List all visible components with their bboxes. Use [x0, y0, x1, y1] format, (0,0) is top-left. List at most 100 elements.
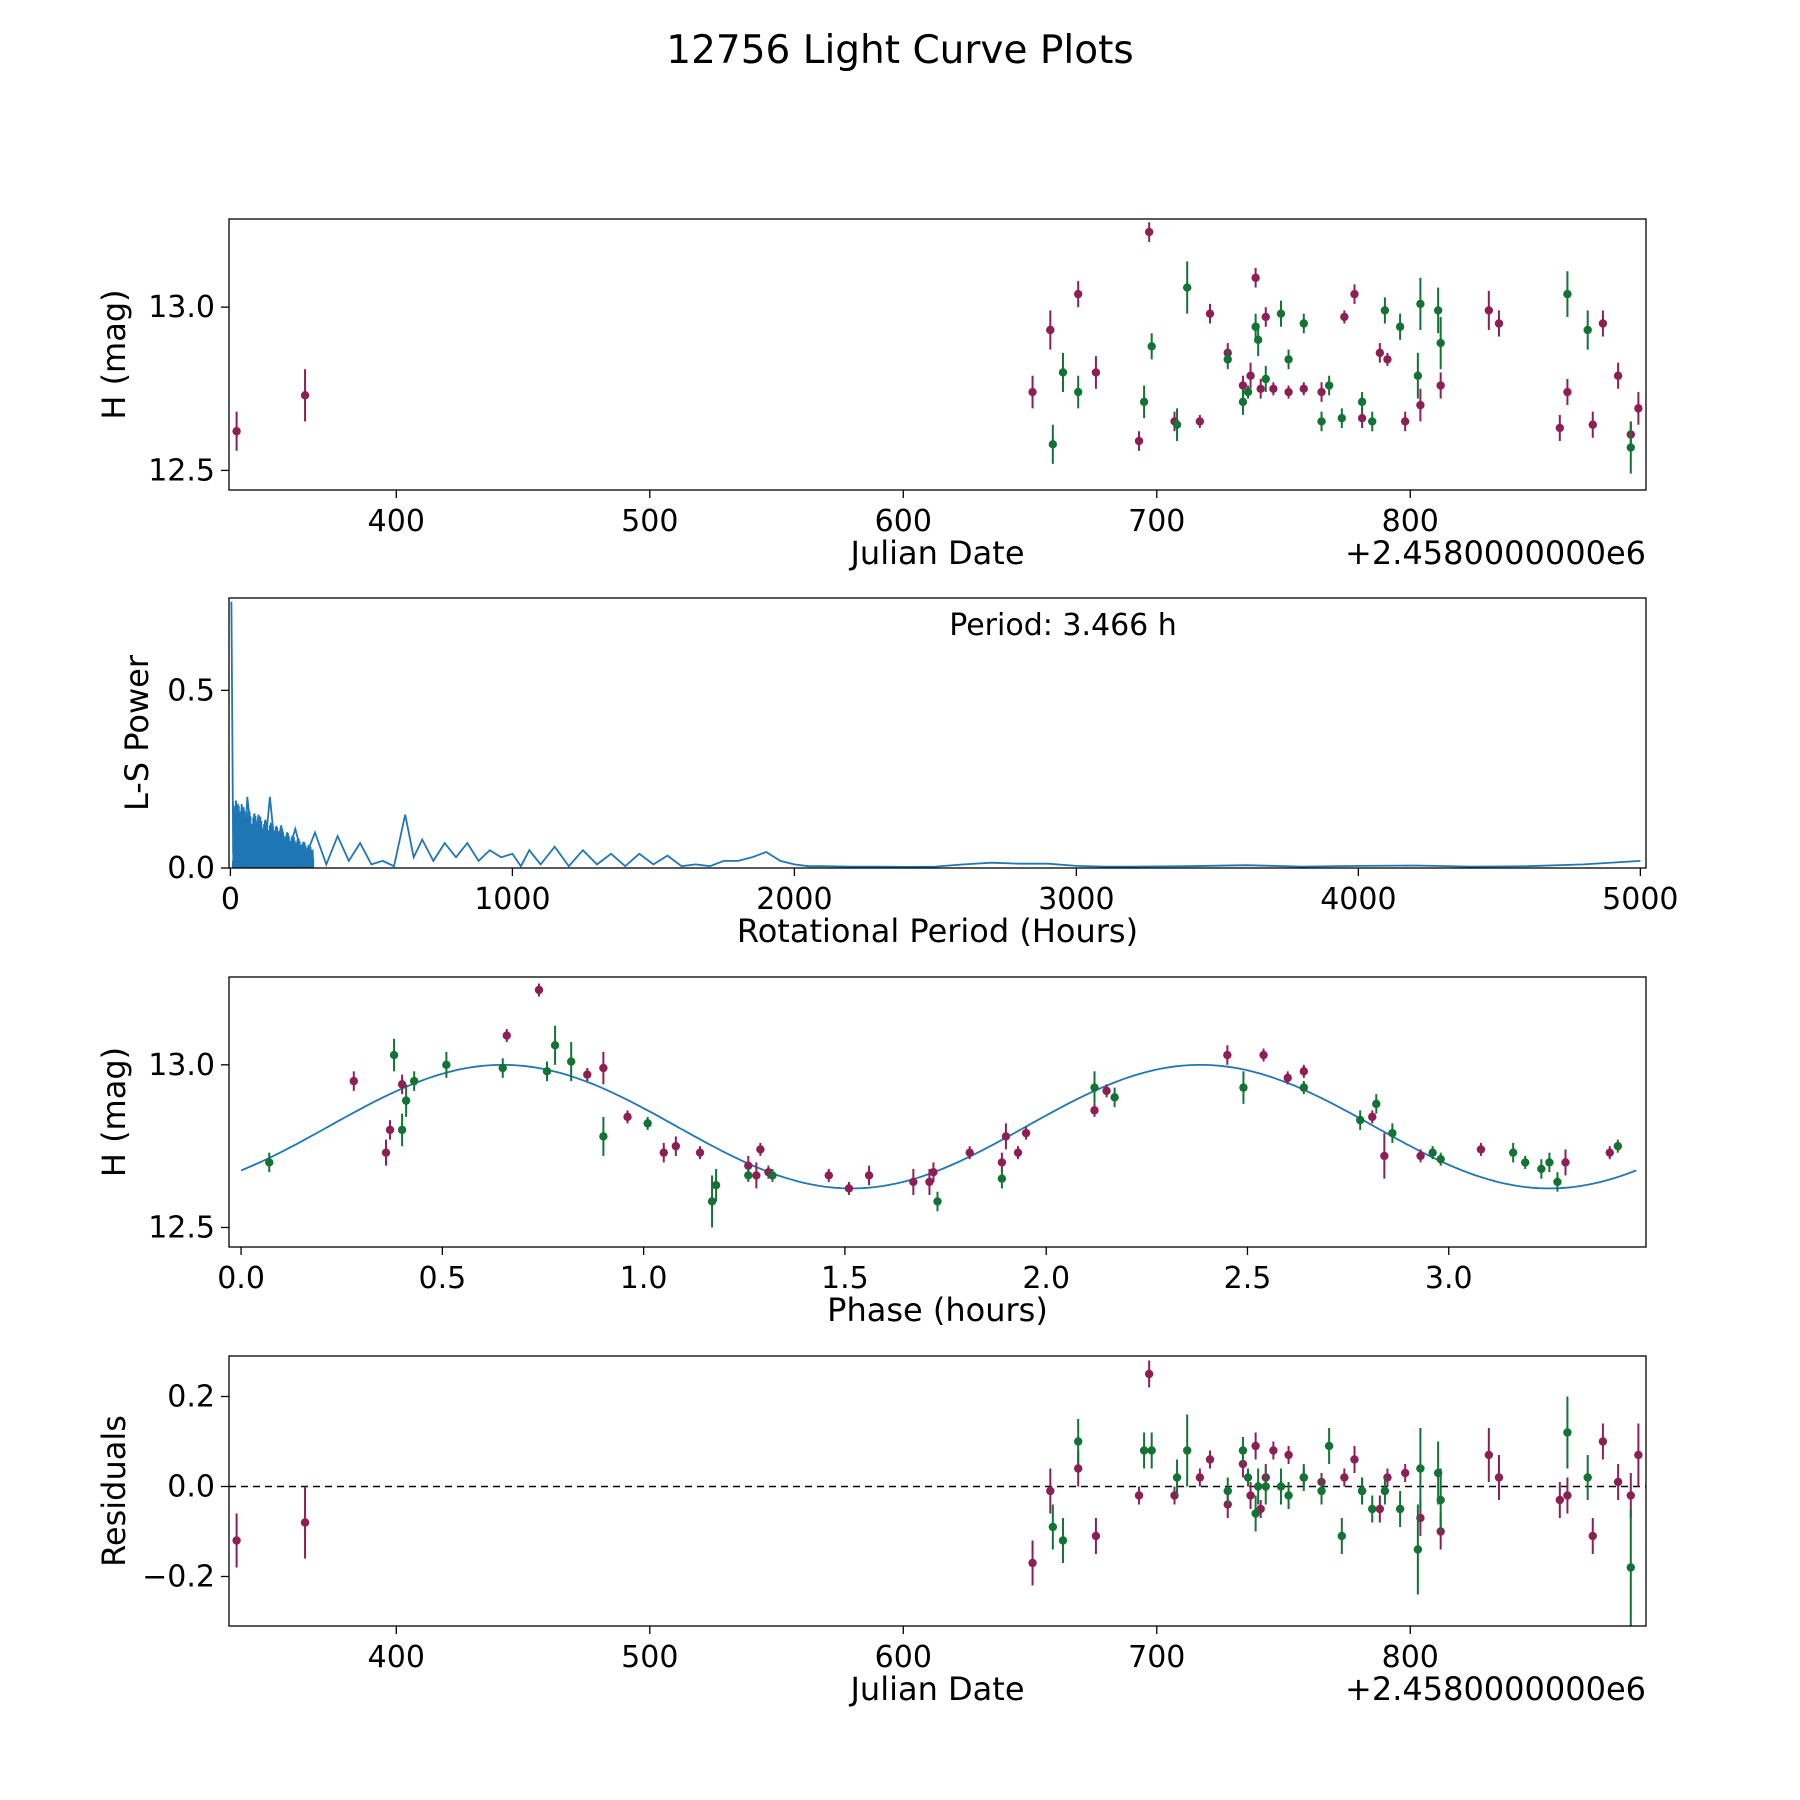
residuals-plot-area	[229, 1360, 1646, 1626]
residuals-point-g	[1337, 1531, 1347, 1541]
lightcurve-point-r	[1613, 371, 1623, 380]
residuals-ytick-label: 0.0	[167, 1470, 215, 1505]
lightcurve-point-r	[1144, 227, 1154, 237]
residuals-point-g	[1563, 1428, 1572, 1437]
figure-title: 12756 Light Curve Plots	[666, 28, 1134, 73]
residuals-point-r	[1634, 1450, 1643, 1460]
residuals-point-r	[1134, 1491, 1144, 1500]
lightcurve-point-g	[1058, 368, 1068, 377]
periodogram-xtick-label: 0	[221, 882, 240, 917]
residuals-point-r	[1028, 1558, 1037, 1568]
phased-point-r	[1380, 1151, 1389, 1161]
lightcurve-point-r	[1598, 319, 1608, 328]
phased-point-r	[909, 1177, 918, 1187]
phased-point-r	[965, 1148, 974, 1157]
periodogram-ylabel: L-S Power	[118, 654, 156, 811]
phased-point-r	[671, 1141, 681, 1151]
residuals-point-g	[1276, 1482, 1286, 1491]
lightcurve-point-r	[1350, 289, 1359, 299]
phased-point-g	[401, 1096, 411, 1105]
lightcurve-point-g	[1139, 397, 1149, 407]
lightcurve-xtick-label: 800	[1382, 504, 1439, 539]
phased-xtick-label: 0.0	[217, 1261, 265, 1296]
residuals-point-r	[1484, 1450, 1494, 1460]
lightcurve-point-r	[1091, 368, 1101, 377]
lightcurve-panel: 400 500 600 700 800 12.5 13.0 Julian Date H (mag…	[95, 218, 1647, 572]
phased-point-r	[1416, 1151, 1425, 1161]
phased-point-g	[933, 1197, 942, 1206]
lightcurve-point-r	[1383, 355, 1392, 364]
lightcurve-xtick-label: 600	[875, 504, 932, 539]
lightcurve-point-r	[1634, 404, 1643, 413]
periodogram-period-annotation: Period: 3.466 h	[949, 608, 1177, 643]
lightcurve-point-g	[1337, 413, 1347, 423]
residuals-point-r	[1494, 1473, 1504, 1482]
residuals-xtick-label: 800	[1382, 1640, 1439, 1675]
residuals-point-g	[1048, 1522, 1058, 1532]
periodogram-panel: 0 1000 2000 3000 4000 5000 0.0 0.5 Rotational Pe…	[118, 597, 1679, 950]
phased-xtick-label: 0.5	[418, 1261, 466, 1296]
lightcurve-ylabel: H (mag)	[95, 289, 133, 419]
lightcurve-point-r	[1205, 309, 1215, 318]
phased-point-g	[409, 1076, 419, 1086]
phased-point-r	[1368, 1112, 1377, 1122]
phased-xtick-label: 2.5	[1224, 1261, 1272, 1296]
periodogram-xtick-label: 1000	[474, 882, 550, 917]
phased-point-g	[599, 1132, 608, 1141]
residuals-point-r	[1626, 1491, 1635, 1500]
lightcurve-point-r	[1436, 381, 1445, 390]
lightcurve-point-r	[1563, 387, 1572, 397]
lightcurve-point-g	[1357, 397, 1367, 407]
residuals-point-g	[1416, 1464, 1425, 1473]
lightcurve-xtick-label: 500	[621, 504, 678, 539]
phased-point-r	[1001, 1132, 1011, 1141]
lightcurve-ytick-label: 12.5	[148, 453, 215, 488]
residuals-point-r	[1205, 1455, 1215, 1464]
residuals-point-r	[1613, 1477, 1623, 1487]
residuals-point-g	[1395, 1504, 1405, 1514]
lightcurve-point-g	[1147, 342, 1156, 351]
lightcurve-point-r	[1046, 325, 1055, 335]
residuals-point-g	[1251, 1509, 1260, 1518]
phased-frame	[228, 976, 1647, 1248]
lightcurve-point-g	[1284, 355, 1293, 364]
phased-point-r	[864, 1171, 874, 1180]
lightcurve-xlabel: Julian Date	[848, 534, 1024, 572]
lightcurve-point-r	[1073, 289, 1083, 299]
residuals-point-r	[1375, 1504, 1385, 1514]
lightcurve-point-r	[1238, 381, 1248, 390]
lightcurve-xtick-label: 400	[368, 504, 425, 539]
lightcurve-xtick-label: 700	[1128, 504, 1185, 539]
phased-point-r	[659, 1148, 668, 1157]
residuals-point-g	[1284, 1491, 1293, 1500]
phased-xtick-label: 2.0	[1022, 1261, 1070, 1296]
phased-point-r	[1021, 1128, 1031, 1138]
periodogram-series-line	[230, 601, 1641, 868]
residuals-ytick-label: −0.2	[142, 1560, 215, 1595]
lightcurve-point-g	[1253, 335, 1263, 345]
lightcurve-point-r	[300, 391, 310, 400]
phased-point-r	[397, 1080, 407, 1089]
residuals-point-r	[1246, 1491, 1255, 1500]
phased-point-g	[711, 1180, 721, 1190]
periodogram-xtick-label: 3000	[1038, 882, 1114, 917]
lightcurve-point-r	[1134, 436, 1144, 446]
residuals-panel: 400 500 600 700 800 −0.2 0.0 0.2 Julian Date Resi…	[95, 1355, 1647, 1708]
phased-point-g	[265, 1158, 274, 1167]
periodogram-plot-area	[230, 601, 1641, 868]
phased-panel: 0.0 0.5 1.0 1.5 2.0 2.5 3.0 12.5 13.0 Phase (hour…	[95, 976, 1647, 1329]
phased-point-r	[1223, 1050, 1232, 1060]
residuals-point-r	[1400, 1468, 1410, 1478]
residuals-point-r	[1073, 1464, 1083, 1473]
phased-point-g	[1545, 1158, 1554, 1167]
lightcurve-point-r	[1256, 384, 1265, 393]
lightcurve-point-r	[1195, 417, 1205, 426]
phased-point-r	[997, 1158, 1007, 1167]
residuals-point-g	[1583, 1473, 1592, 1482]
phased-point-r	[824, 1171, 834, 1180]
lightcurve-point-r	[1261, 312, 1270, 322]
phased-point-g	[1613, 1141, 1623, 1151]
lightcurve-point-r	[1284, 387, 1293, 397]
phased-point-r	[695, 1148, 705, 1157]
residuals-point-r	[300, 1518, 310, 1527]
